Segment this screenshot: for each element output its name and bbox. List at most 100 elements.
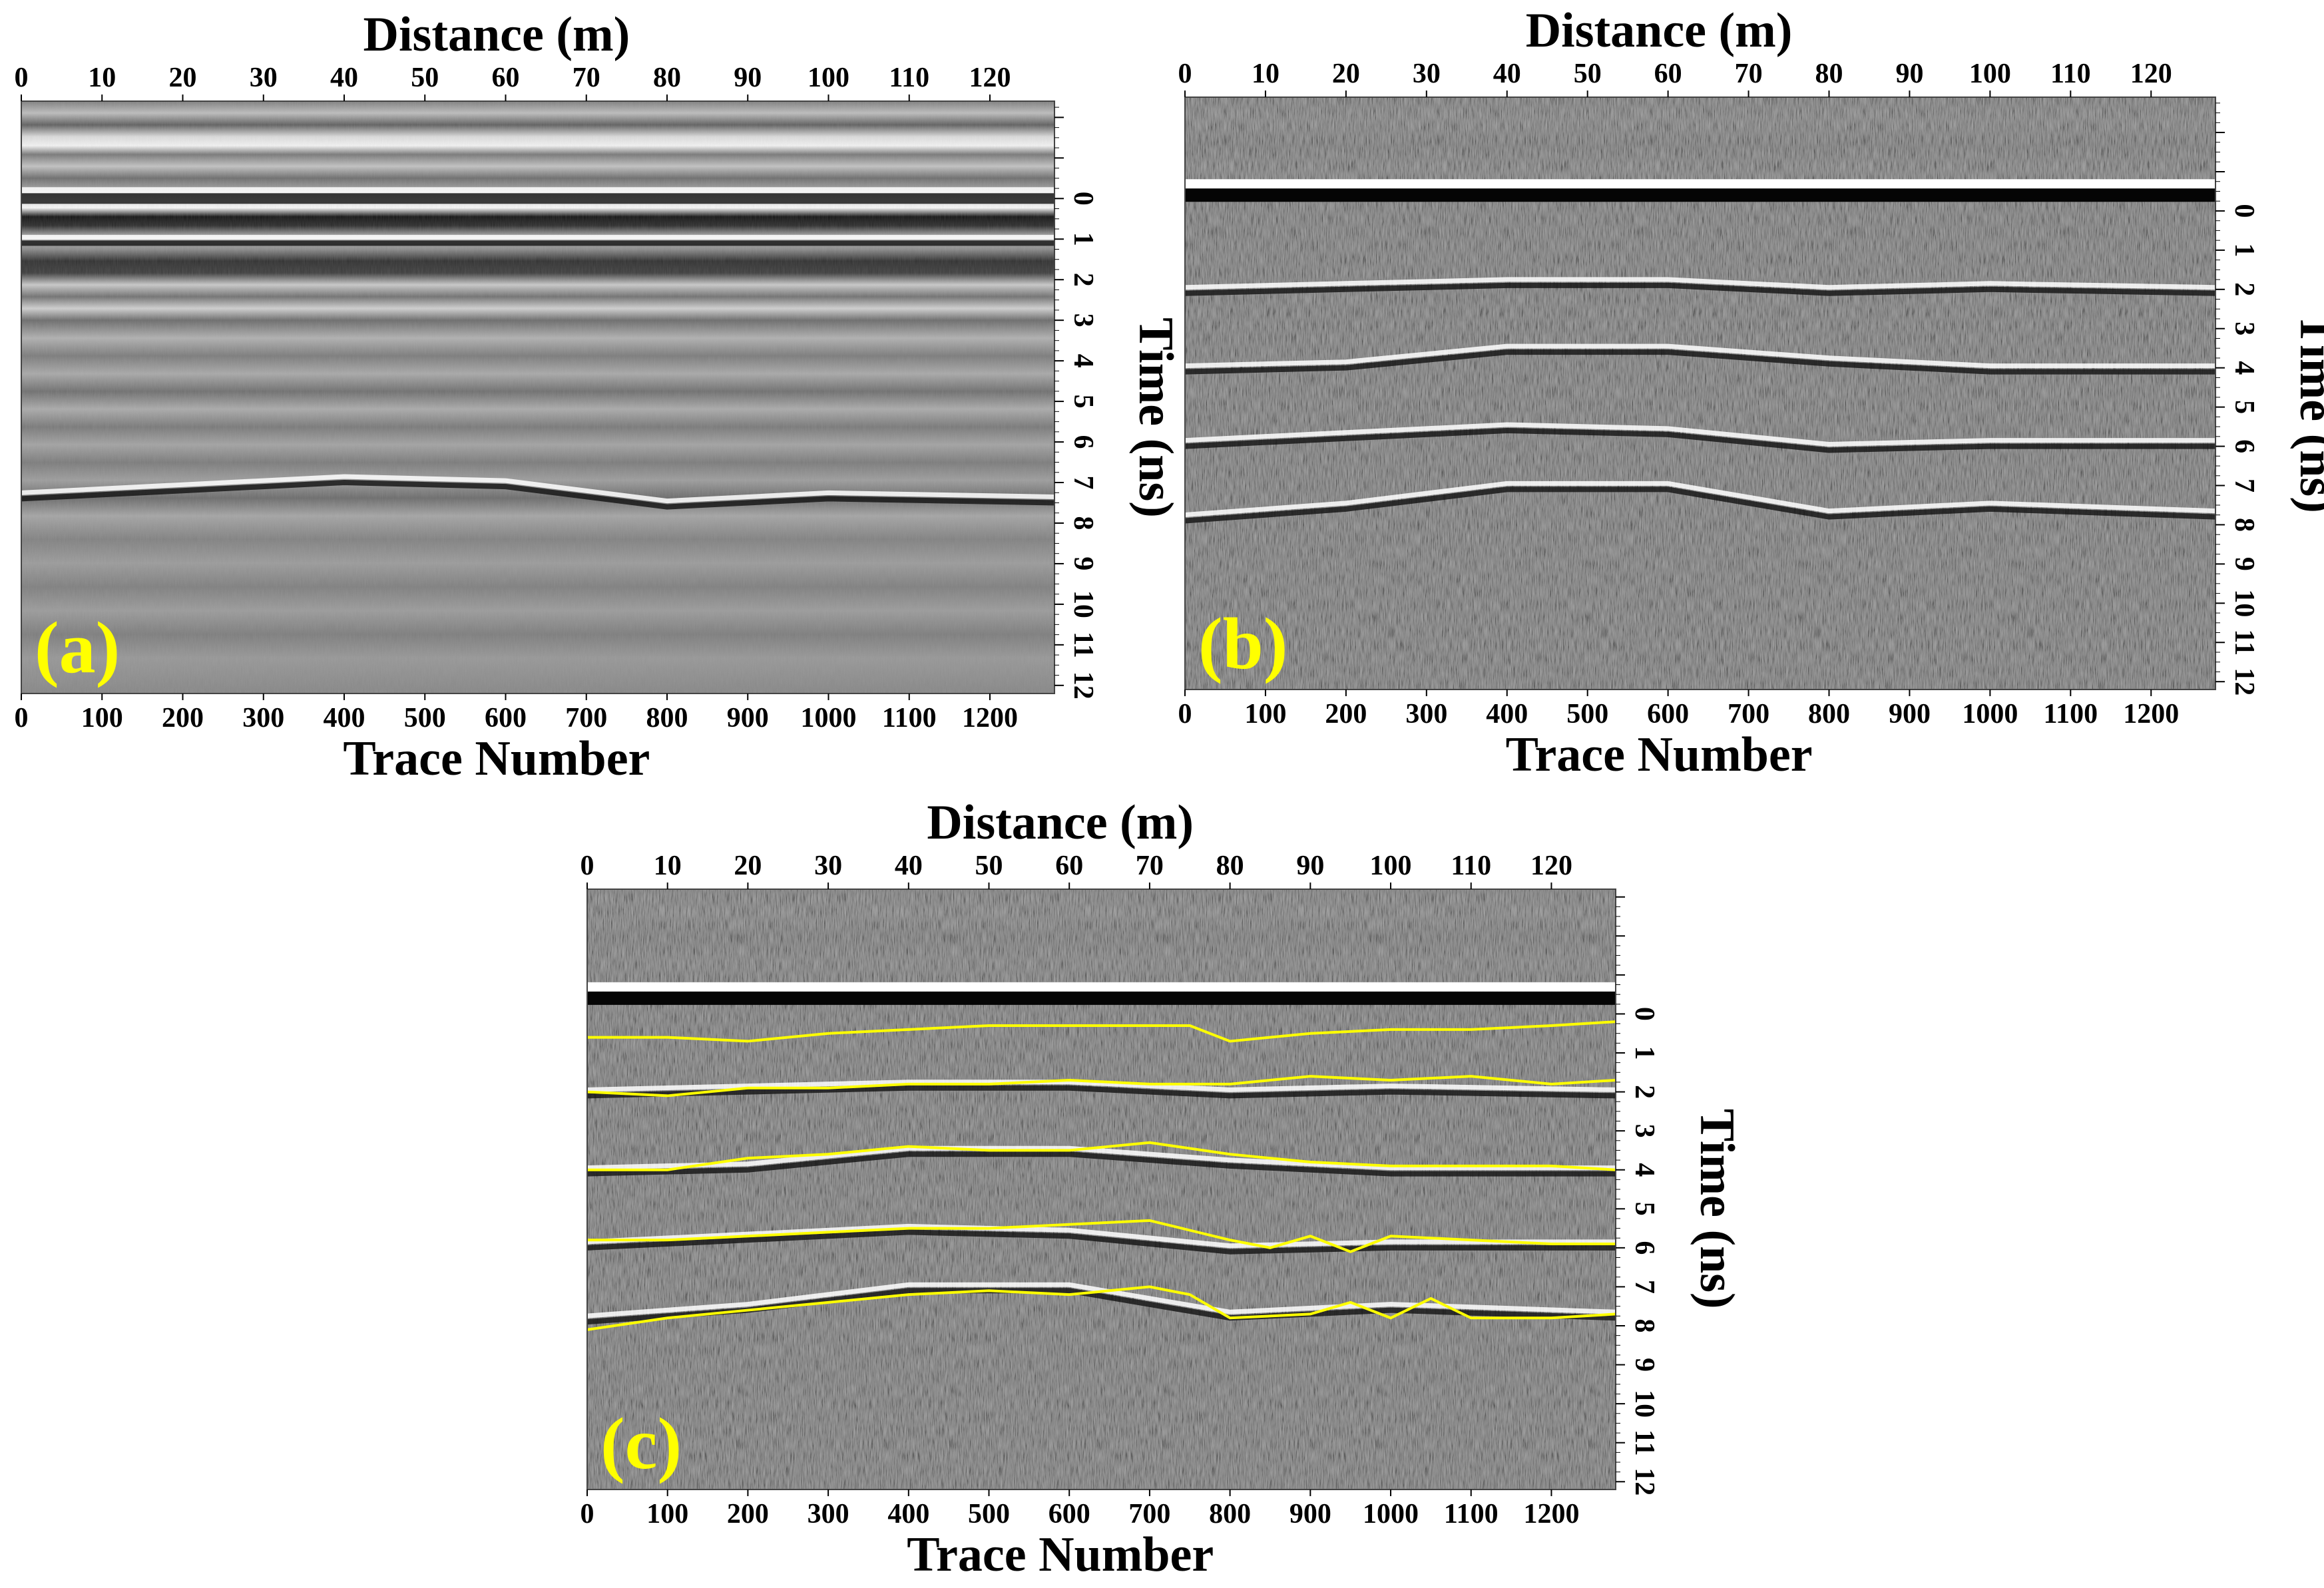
distance-tick-label: 0 <box>581 851 594 881</box>
radargram <box>1185 97 2215 690</box>
distance-tick-label: 110 <box>889 63 929 93</box>
plot-frame <box>21 100 1055 694</box>
reflector-bright <box>587 1223 1616 1249</box>
trace-tick-label: 1000 <box>801 703 857 733</box>
time-axis-title: Time (ns) <box>2289 313 2324 513</box>
time-tick-label: 7 <box>1629 1280 1660 1294</box>
time-tick-label: 10 <box>2229 589 2259 617</box>
time-tick-label: 7 <box>2229 479 2259 493</box>
trace-tick-label: 800 <box>1808 699 1850 729</box>
trace-tick-label: 1200 <box>2123 699 2179 729</box>
time-tick-label: 1 <box>1068 232 1098 246</box>
trace-tick-label: 1000 <box>1962 699 2018 729</box>
direct-wave-white <box>587 982 1616 992</box>
time-tick-label: 8 <box>1629 1319 1660 1333</box>
time-tick-label: 11 <box>2229 629 2259 656</box>
reflector-bright <box>587 1080 1616 1092</box>
trace-tick-label: 100 <box>81 703 123 733</box>
trace-axis-title: Trace Number <box>1506 727 1813 782</box>
distance-tick-label: 50 <box>411 63 439 93</box>
distance-tick-label: 80 <box>1815 59 1843 89</box>
reflector-dark <box>587 1229 1616 1255</box>
trace-tick-label: 400 <box>1486 699 1528 729</box>
distance-tick-label: 50 <box>975 851 1003 881</box>
trace-tick-label: 900 <box>1289 1499 1331 1529</box>
trace-tick-label: 1200 <box>1523 1499 1579 1529</box>
distance-tick-label: 50 <box>1574 59 1602 89</box>
time-tick-label: 0 <box>1629 1007 1660 1021</box>
reflector-dark <box>1185 427 2215 453</box>
picked-horizon-line <box>587 1020 1616 1043</box>
trace-tick-label: 700 <box>1728 699 1769 729</box>
time-tick-label: 11 <box>1629 1430 1660 1456</box>
time-tick-label: 3 <box>2229 321 2259 335</box>
time-tick-label: 0 <box>2229 204 2259 218</box>
time-tick-label: 5 <box>1629 1202 1660 1216</box>
trace-axis-title: Trace Number <box>343 731 650 786</box>
trace-tick-label: 0 <box>581 1499 594 1529</box>
trace-tick-label: 1100 <box>1444 1499 1499 1529</box>
distance-tick-label: 100 <box>808 63 849 93</box>
radargram <box>587 889 1616 1489</box>
distance-axis-title: Distance (m) <box>927 795 1194 850</box>
distance-tick-label: 40 <box>1493 59 1521 89</box>
distance-tick-label: 60 <box>492 63 520 93</box>
time-tick-label: 6 <box>1068 435 1098 449</box>
trace-tick-label: 700 <box>565 703 607 733</box>
distance-tick-label: 40 <box>330 63 358 93</box>
trace-tick-label: 1100 <box>2043 699 2098 729</box>
trace-tick-label: 300 <box>1405 699 1447 729</box>
trace-tick-label: 300 <box>242 703 284 733</box>
trace-tick-label: 400 <box>887 1499 929 1529</box>
time-tick-label: 4 <box>1068 354 1098 368</box>
trace-tick-label: 0 <box>15 703 29 733</box>
radargram <box>21 101 1054 694</box>
trace-tick-label: 1200 <box>962 703 1018 733</box>
picked-horizon-line <box>587 1285 1616 1331</box>
reflector-bright <box>21 474 1054 504</box>
trace-tick-label: 200 <box>727 1499 769 1529</box>
distance-tick-label: 20 <box>169 63 197 93</box>
distance-tick-label: 30 <box>814 851 842 881</box>
reflector-bright <box>1185 481 2215 518</box>
trace-tick-label: 200 <box>1325 699 1367 729</box>
distance-tick-label: 0 <box>1178 59 1192 89</box>
direct-wave-black <box>1185 188 2215 202</box>
distance-tick-label: 70 <box>1735 59 1763 89</box>
trace-tick-label: 100 <box>1244 699 1286 729</box>
distance-tick-label: 70 <box>573 63 600 93</box>
reflector-bright <box>587 1145 1616 1171</box>
time-tick-label: 8 <box>2229 518 2259 532</box>
trace-tick-label: 700 <box>1128 1499 1170 1529</box>
trace-tick-label: 500 <box>968 1499 1010 1529</box>
time-tick-label: 1 <box>2229 243 2259 257</box>
reflector-dark <box>1185 349 2215 375</box>
picked-horizon-line <box>587 1075 1616 1097</box>
time-tick-label: 11 <box>1068 632 1098 658</box>
trace-tick-label: 500 <box>1566 699 1608 729</box>
distance-tick-label: 110 <box>1451 851 1491 881</box>
trace-tick-label: 1100 <box>882 703 937 733</box>
picked-horizon-line <box>587 1219 1616 1253</box>
picked-horizon-line <box>587 1141 1616 1171</box>
distance-tick-label: 60 <box>1654 59 1682 89</box>
distance-tick-label: 20 <box>1332 59 1360 89</box>
trace-tick-label: 500 <box>404 703 446 733</box>
distance-tick-label: 60 <box>1055 851 1083 881</box>
trace-tick-label: 100 <box>646 1499 688 1529</box>
distance-tick-label: 30 <box>250 63 278 93</box>
time-tick-label: 10 <box>1068 590 1098 618</box>
trace-axis-title: Trace Number <box>907 1527 1214 1582</box>
time-tick-label: 12 <box>1629 1468 1660 1495</box>
distance-tick-label: 120 <box>969 63 1011 93</box>
time-tick-label: 6 <box>1629 1241 1660 1255</box>
trace-tick-label: 900 <box>727 703 769 733</box>
time-tick-label: 12 <box>1068 672 1098 699</box>
distance-tick-label: 90 <box>734 63 762 93</box>
distance-tick-label: 10 <box>654 851 682 881</box>
time-tick-label: 3 <box>1068 313 1098 327</box>
plot-frame <box>1184 97 2216 690</box>
reflector-dark <box>1185 282 2215 296</box>
distance-axis-title: Distance (m) <box>1526 3 1793 58</box>
